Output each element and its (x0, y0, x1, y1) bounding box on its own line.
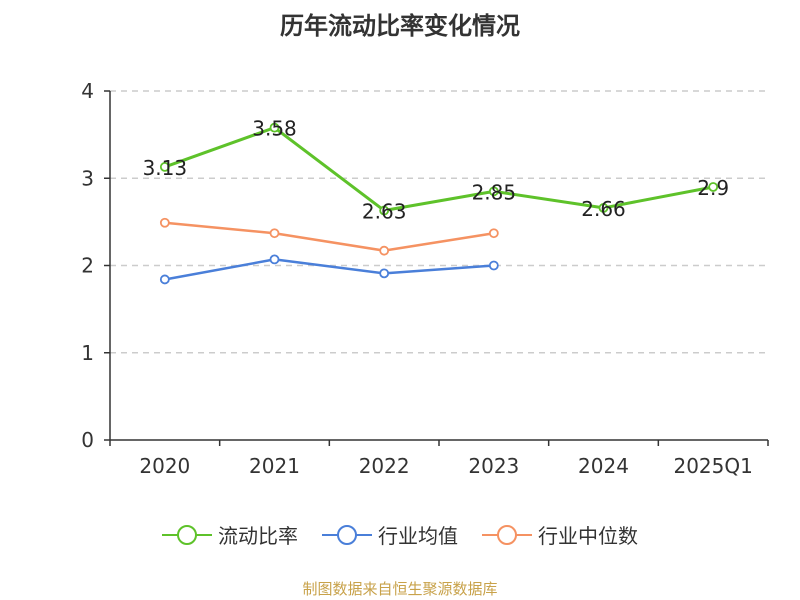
series-line (164, 258, 494, 281)
data-label: 2.63 (362, 200, 407, 224)
legend-label-industry-mean: 行业均值 (378, 524, 458, 548)
legend-item-industry-median[interactable]: 行业中位数 (482, 520, 638, 549)
data-point (159, 274, 170, 285)
data-point (488, 228, 499, 239)
data-point (379, 205, 390, 216)
y-tick-label: 0 (81, 428, 94, 452)
y-tick-label: 3 (81, 166, 94, 190)
data-label: 3.58 (252, 117, 297, 141)
data-point (269, 254, 280, 265)
data-label: 2.85 (472, 180, 517, 204)
data-label: 2.9 (697, 176, 729, 200)
y-tick-label: 2 (81, 254, 94, 278)
series-line (164, 126, 714, 213)
legend-item-current-ratio[interactable]: 流动比率 (162, 520, 298, 549)
data-point (379, 268, 390, 279)
data-point (379, 245, 390, 256)
x-tick-label: 2023 (468, 454, 519, 478)
legend-marker-industry-mean (322, 524, 372, 545)
data-point (269, 122, 280, 133)
x-tick-label: 2022 (359, 454, 410, 478)
legend-label-current-ratio: 流动比率 (218, 524, 298, 548)
legend-marker-industry-median (482, 524, 532, 545)
legend-label-industry-median: 行业中位数 (538, 524, 638, 548)
x-tick-label: 2025Q1 (673, 454, 752, 478)
data-point (488, 260, 499, 271)
legend: 流动比率 行业均值 行业中位数 (0, 520, 800, 549)
y-tick-label: 1 (81, 341, 94, 365)
chart-title: 历年流动比率变化情况 (280, 12, 520, 40)
data-point (159, 217, 170, 228)
y-tick-label: 4 (81, 79, 94, 103)
series-line (164, 221, 495, 252)
data-label: 3.13 (143, 156, 188, 180)
x-tick-label: 2024 (578, 454, 629, 478)
data-label: 2.66 (581, 197, 626, 221)
data-point (488, 186, 499, 197)
x-tick-label: 2020 (139, 454, 190, 478)
data-point (598, 203, 609, 213)
data-point (159, 162, 170, 172)
legend-item-industry-mean[interactable]: 行业均值 (322, 520, 458, 549)
legend-marker-current-ratio (162, 524, 212, 545)
x-tick-label: 2021 (249, 454, 300, 478)
data-point (269, 228, 280, 239)
data-point (708, 182, 719, 192)
data-source-note: 制图数据来自恒生聚源数据库 (302, 580, 498, 598)
